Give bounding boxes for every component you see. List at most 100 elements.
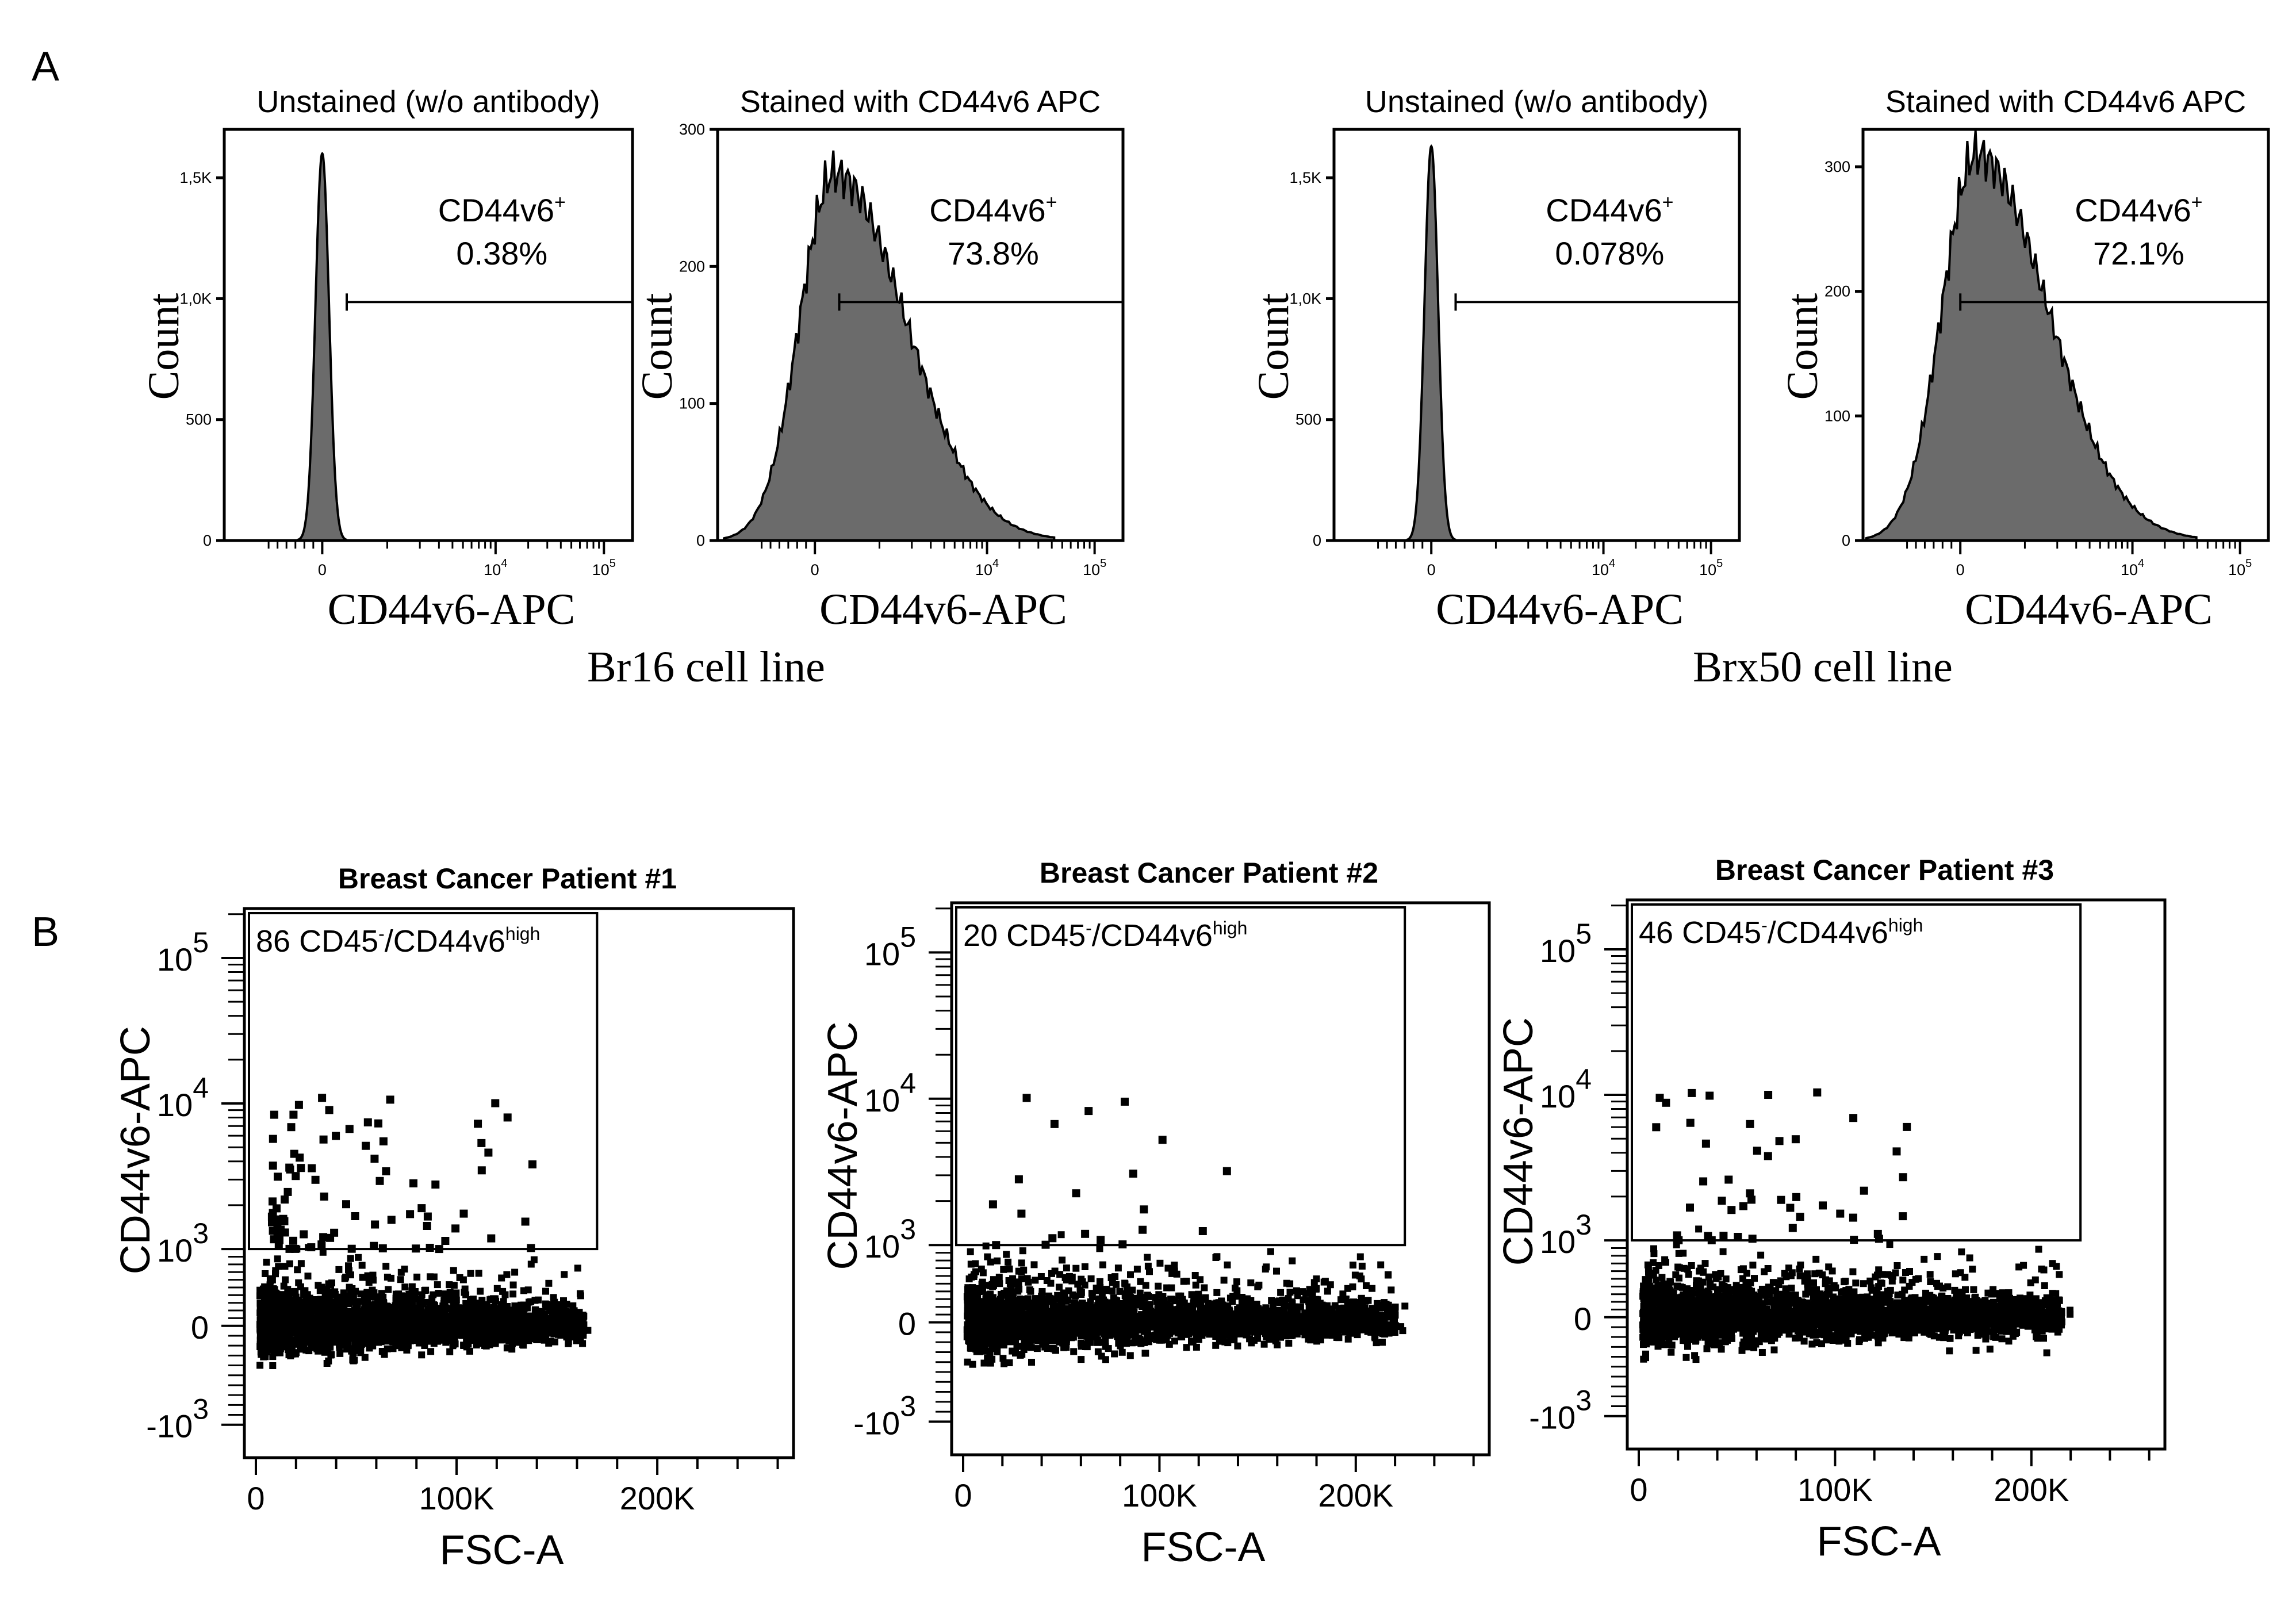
event-dot (484, 1322, 492, 1329)
event-dot (369, 1304, 377, 1312)
event-dot (1109, 1279, 1116, 1286)
event-dot (1377, 1321, 1384, 1328)
event-dot (560, 1297, 567, 1305)
x-tick-label: 105 (1699, 557, 1723, 578)
event-dot (1212, 1342, 1220, 1349)
event-dot (574, 1264, 581, 1272)
event-dot (527, 1260, 535, 1268)
event-dot (261, 1317, 269, 1324)
event-dot (1144, 1333, 1151, 1340)
x-tick-label: 105 (592, 557, 616, 578)
event-dot (1018, 1259, 1025, 1267)
y-tick-label: 104 (157, 1072, 209, 1123)
event-dot (527, 1312, 535, 1320)
event-dot (1001, 1360, 1008, 1367)
gated-event-dot (412, 1244, 420, 1253)
event-dot (1363, 1282, 1370, 1289)
event-dot (1324, 1331, 1331, 1338)
event-dot (503, 1344, 511, 1352)
event-dot (292, 1287, 299, 1295)
event-dot (422, 1286, 430, 1294)
event-dot (1203, 1309, 1211, 1317)
event-dot (527, 1298, 535, 1305)
event-dot (531, 1306, 539, 1313)
x-tick-label: 200K (620, 1480, 695, 1516)
event-dot (1224, 1261, 1231, 1268)
event-dot (1038, 1290, 1046, 1298)
gated-event-dot (285, 1163, 294, 1172)
event-dot (449, 1342, 457, 1350)
histogram-fill (297, 151, 347, 542)
y-tick-label: 0 (1842, 532, 1850, 549)
gate-percent: 72.1% (2093, 235, 2184, 271)
event-dot (1096, 1245, 1103, 1252)
gated-event-dot (320, 1192, 328, 1201)
event-dot (492, 1337, 499, 1345)
event-dot (512, 1314, 520, 1321)
gated-event-dot (300, 1230, 308, 1239)
event-dot (1018, 1305, 1025, 1312)
gated-event-dot (274, 1240, 283, 1248)
y-tick-label: 200 (1824, 283, 1850, 300)
gated-event-dot (487, 1234, 496, 1243)
gated-event-dot (283, 1187, 292, 1196)
gated-event-dot (285, 1244, 294, 1253)
gated-event-dot (406, 1210, 415, 1218)
event-dot (398, 1306, 406, 1314)
event-dot (430, 1291, 437, 1298)
y-tick-label: 200 (679, 258, 705, 275)
event-dot (354, 1301, 361, 1309)
event-dot (346, 1283, 353, 1291)
event-dot (350, 1293, 357, 1301)
event-dot (355, 1328, 363, 1335)
plot-frame (716, 128, 1125, 542)
event-dot (435, 1290, 442, 1297)
event-dot (1277, 1333, 1284, 1341)
event-dot (987, 1312, 995, 1320)
event-dot (327, 1351, 335, 1359)
gated-event-dot (426, 1244, 434, 1252)
event-dot (361, 1354, 369, 1361)
event-dot (973, 1348, 980, 1355)
event-dot (1005, 1277, 1013, 1284)
gated-event-dot (417, 1204, 426, 1213)
event-dot (286, 1288, 293, 1296)
event-dot (1142, 1350, 1149, 1357)
event-dot (1356, 1253, 1364, 1260)
event-dot (381, 1351, 388, 1358)
event-dot (411, 1293, 418, 1301)
event-dot (1032, 1277, 1039, 1284)
gated-event-dot (287, 1123, 296, 1132)
event-dot (488, 1316, 495, 1323)
event-dot (336, 1350, 344, 1357)
event-dot (286, 1298, 293, 1305)
event-dot (450, 1321, 457, 1328)
event-dot (271, 1310, 279, 1318)
event-dot (535, 1334, 543, 1342)
gate-percent: 0.38% (456, 235, 547, 271)
event-dot (545, 1279, 553, 1287)
event-dot (1028, 1359, 1035, 1366)
event-dot (392, 1302, 399, 1309)
event-dot (1025, 1278, 1032, 1286)
event-dot (996, 1280, 1003, 1287)
y-tick-label: 300 (1824, 158, 1850, 175)
event-dot (288, 1336, 295, 1344)
histogram-fill (1406, 144, 1456, 542)
event-dot (1114, 1264, 1122, 1272)
gated-event-dot (351, 1212, 359, 1220)
event-dot (258, 1351, 265, 1358)
event-dots (963, 1094, 1409, 1368)
event-dot (446, 1281, 453, 1289)
gated-event-dot (378, 1244, 387, 1252)
gated-event-dot (374, 1119, 382, 1128)
gated-event-dot (503, 1113, 512, 1122)
event-dot (332, 1291, 339, 1298)
event-dot (450, 1267, 457, 1274)
x-tick-label: 100K (419, 1480, 495, 1516)
event-dot (1074, 1311, 1081, 1319)
histogram-fill (1865, 130, 2198, 542)
